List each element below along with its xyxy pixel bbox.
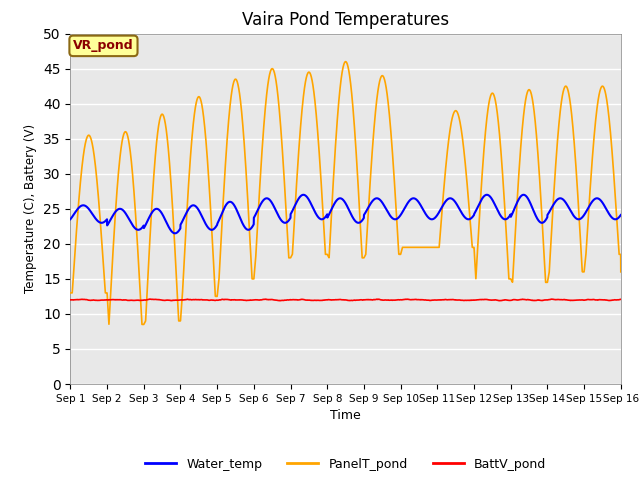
Y-axis label: Temperature (C), Battery (V): Temperature (C), Battery (V) [24,124,38,293]
Legend: Water_temp, PanelT_pond, BattV_pond: Water_temp, PanelT_pond, BattV_pond [140,453,551,476]
X-axis label: Time: Time [330,409,361,422]
Title: Vaira Pond Temperatures: Vaira Pond Temperatures [242,11,449,29]
Text: VR_pond: VR_pond [73,39,134,52]
